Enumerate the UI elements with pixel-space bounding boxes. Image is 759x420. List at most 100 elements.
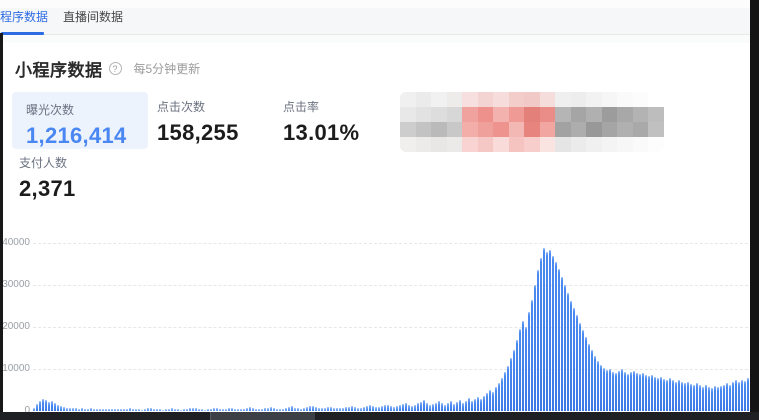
bar bbox=[186, 408, 188, 411]
bar bbox=[168, 408, 170, 411]
metric-exposure-card[interactable]: 曝光次数 1,216,414 bbox=[12, 92, 148, 149]
mosaic-cell bbox=[400, 137, 416, 152]
bar bbox=[459, 400, 461, 411]
bar bbox=[624, 371, 626, 411]
bar bbox=[432, 404, 434, 411]
mosaic-cell bbox=[431, 107, 447, 122]
metric-payers[interactable]: 支付人数 2,371 bbox=[19, 154, 76, 202]
bar bbox=[486, 392, 488, 411]
bar bbox=[444, 404, 446, 411]
mosaic-cell bbox=[415, 107, 432, 122]
bar bbox=[690, 383, 692, 411]
bar bbox=[162, 409, 164, 411]
mosaic-cell bbox=[555, 107, 571, 122]
bar bbox=[345, 407, 347, 411]
bar bbox=[396, 406, 398, 411]
bar bbox=[240, 409, 242, 411]
bar-series bbox=[33, 232, 753, 411]
bar bbox=[132, 408, 134, 411]
mosaic-cell bbox=[648, 137, 664, 152]
y-tick-label: 10000 bbox=[2, 363, 30, 374]
bar bbox=[39, 400, 41, 411]
bar bbox=[471, 400, 473, 411]
mosaic-cell bbox=[524, 122, 540, 137]
window-edge-bottom[interactable] bbox=[0, 412, 759, 420]
bar bbox=[81, 408, 83, 411]
bar bbox=[249, 407, 251, 411]
mosaic-cell bbox=[586, 122, 602, 137]
tab-label: 直播间数据 bbox=[63, 10, 124, 24]
mosaic-cell bbox=[555, 92, 571, 107]
bar bbox=[519, 329, 521, 411]
mosaic-cell bbox=[539, 92, 556, 107]
mosaic-cell bbox=[524, 137, 540, 152]
tab-mini-program-data[interactable]: 小程序数据 bbox=[0, 0, 48, 34]
mosaic-cell bbox=[617, 92, 633, 107]
mosaic-cell bbox=[446, 137, 463, 152]
bar bbox=[147, 408, 149, 411]
bar bbox=[636, 372, 638, 411]
mosaic-cell bbox=[555, 137, 571, 152]
mosaic-cell bbox=[570, 92, 587, 107]
bar bbox=[447, 403, 449, 411]
bar bbox=[327, 407, 329, 411]
mosaic-cell bbox=[462, 122, 478, 137]
metric-clicks[interactable]: 点击次数 158,255 bbox=[157, 98, 239, 146]
mosaic-cell bbox=[462, 92, 478, 107]
bar bbox=[141, 409, 143, 411]
bar bbox=[177, 409, 179, 411]
bar bbox=[555, 261, 557, 411]
bar bbox=[330, 406, 332, 411]
bar bbox=[102, 409, 104, 411]
bar bbox=[510, 358, 512, 411]
mosaic-cell bbox=[524, 92, 540, 107]
bar bbox=[285, 408, 287, 411]
metric-click-rate[interactable]: 点击率 13.01% bbox=[283, 98, 359, 146]
tab-live-room-data[interactable]: 直播间数据 bbox=[63, 0, 123, 34]
bar bbox=[114, 408, 116, 411]
bar bbox=[165, 409, 167, 411]
bar bbox=[381, 406, 383, 411]
bar bbox=[600, 364, 602, 411]
exposure-bar-chart: 0 10000 20000 30000 40000 bbox=[0, 232, 759, 416]
bar bbox=[564, 285, 566, 411]
bar bbox=[150, 407, 152, 411]
bar bbox=[513, 350, 515, 411]
bar bbox=[723, 384, 725, 411]
bar bbox=[171, 408, 173, 411]
info-icon[interactable]: ? bbox=[108, 61, 122, 75]
mosaic-cell bbox=[539, 122, 556, 137]
bar bbox=[603, 367, 605, 411]
bar bbox=[84, 408, 86, 411]
mosaic-cell bbox=[617, 137, 633, 152]
bar bbox=[399, 405, 401, 411]
scrollbar-thumb[interactable] bbox=[210, 412, 315, 420]
bar bbox=[738, 382, 740, 411]
bar bbox=[231, 407, 233, 411]
mosaic-cell bbox=[508, 92, 525, 107]
bar bbox=[429, 405, 431, 411]
y-tick-label: 40000 bbox=[2, 237, 30, 248]
bar bbox=[744, 380, 746, 411]
bar bbox=[279, 408, 281, 411]
bar bbox=[720, 385, 722, 411]
bar bbox=[726, 382, 728, 411]
bar bbox=[579, 322, 581, 411]
bar bbox=[105, 408, 107, 411]
mosaic-cell bbox=[570, 122, 587, 137]
bar bbox=[666, 379, 668, 411]
bar bbox=[531, 299, 533, 411]
mosaic-cell bbox=[632, 107, 649, 122]
gridline bbox=[33, 327, 753, 328]
mosaic-cell bbox=[570, 137, 587, 152]
bar bbox=[291, 406, 293, 411]
mosaic-cell bbox=[446, 92, 463, 107]
update-frequency-note: 每5分钟更新 bbox=[133, 61, 201, 76]
bar bbox=[678, 379, 680, 411]
bar bbox=[72, 408, 74, 411]
bar bbox=[66, 407, 68, 411]
bar bbox=[609, 368, 611, 411]
bar bbox=[378, 407, 380, 411]
bar bbox=[204, 409, 206, 411]
mosaic-cell bbox=[508, 137, 525, 152]
